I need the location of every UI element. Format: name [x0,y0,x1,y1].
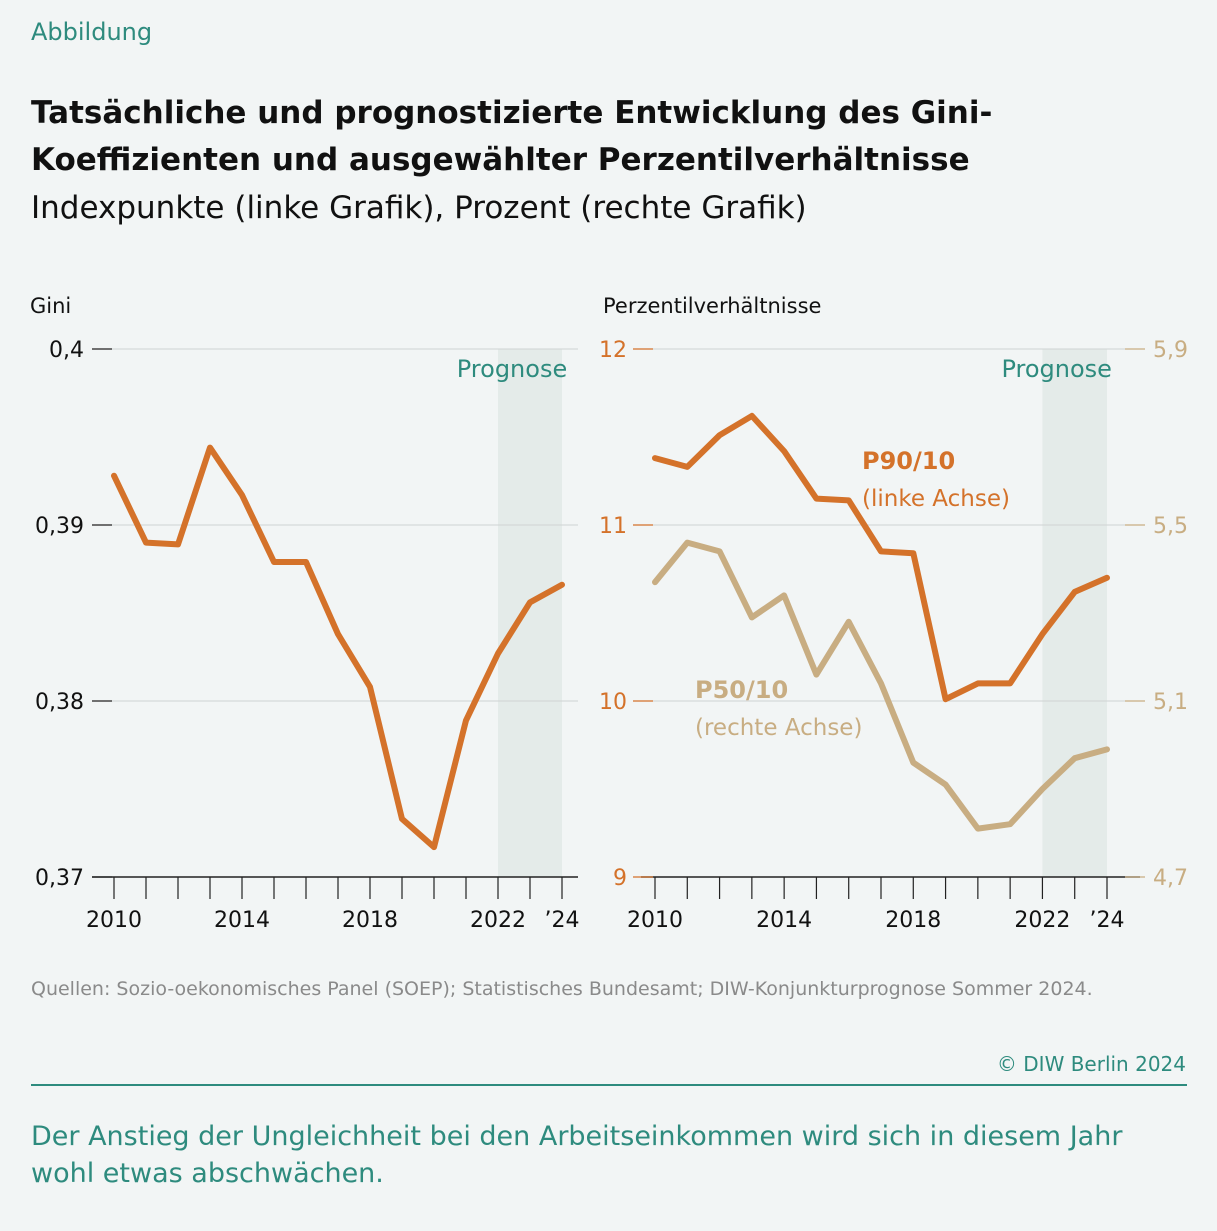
chart1-forecast-band [498,349,562,877]
figure-title: Tatsächliche und prognostizierte Entwick… [31,95,993,178]
figure-kicker: Abbildung [31,18,153,46]
figure-subtitle: Indexpunkte (linke Grafik), Prozent (rec… [31,190,807,226]
chart2-series-axis-note: (linke Achse) [862,486,1010,512]
chart1-x-tick-label: 2014 [214,908,270,933]
chart1-x-tick-label: 2022 [470,908,526,933]
copyright: © DIW Berlin 2024 [996,1052,1186,1076]
chart2-x-tick-label: 2010 [627,908,683,933]
chart2-y-tick-label-right: 5,5 [1153,514,1188,539]
chart2-series-line-p50-10 [652,539,1110,832]
figure-caption: Der Anstieg der Ungleichheit bei den Arb… [31,1121,1123,1189]
chart2-x-tick-label: 2022 [1014,908,1070,933]
chart2-x-tick-label: ’24 [1090,908,1125,933]
chart2-series-axis-note: (rechte Achse) [695,715,862,741]
chart1-series-line-gini [111,444,565,851]
chart2-series-line-p90-10 [652,412,1110,703]
chart2-y-tick-label-left: 12 [599,338,627,363]
chart2-y-tick-label-right: 5,9 [1153,338,1188,363]
source-note: Quellen: Sozio-oekonomisches Panel (SOEP… [31,978,1093,1000]
chart1-y-tick-label: 0,39 [35,514,84,539]
chart2-y-tick-label-left: 11 [599,514,627,539]
chart1-y-tick-label: 0,38 [35,690,84,715]
chart2-forecast-label: Prognose [1001,355,1111,383]
chart2-x-tick-label: 2018 [885,908,941,933]
chart2-series-label: P50/10 [695,676,788,704]
charts-area: Prognose Gini 0,37 0,38 0,39 0,4 2010 2014 2018 2… [30,294,1188,933]
chart1-forecast-label: Prognose [457,355,567,383]
chart2-series-label: P90/10 [862,447,955,475]
chart1-x-tick-label: 2010 [86,908,142,933]
chart1-x-tick-label: ’24 [545,908,580,933]
chart2-y-tick-label-left: 9 [613,866,627,891]
chart2-y-tick-label-right: 4,7 [1153,866,1188,891]
chart1-x-tick-label: 2018 [342,908,398,933]
chart1-y-tick-label: 0,37 [35,866,84,891]
chart2-forecast-band [1042,349,1107,877]
chart1-y-axis-title: Gini [30,294,71,318]
chart2-y-axis-title: Perzentilverhältnisse [603,294,821,318]
chart2-x-tick-label: 2014 [756,908,812,933]
chart1-y-tick-label: 0,4 [49,338,84,363]
chart2-y-tick-label-right: 5,1 [1153,690,1188,715]
chart2-y-tick-label-left: 10 [599,690,627,715]
divider [31,1084,1187,1086]
